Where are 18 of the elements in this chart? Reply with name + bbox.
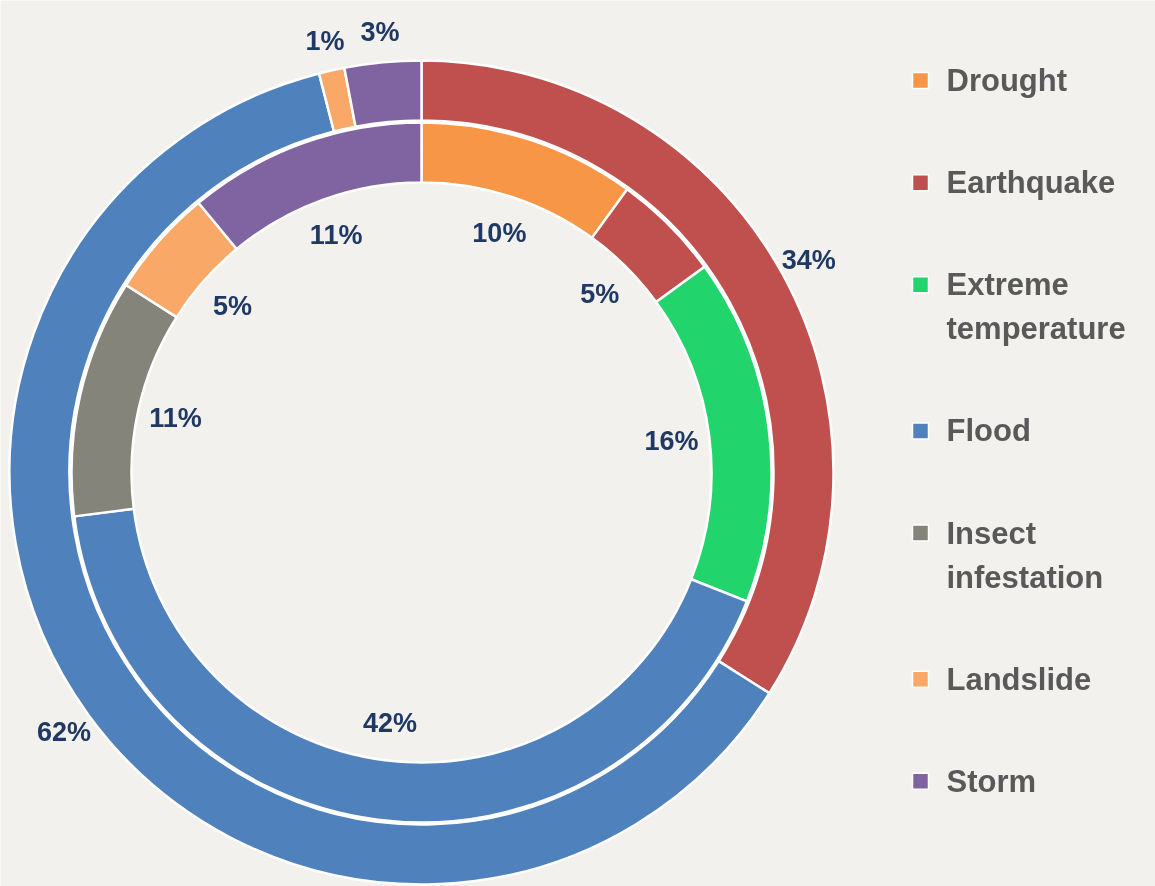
legend-label: Earthquake <box>946 165 1116 201</box>
legend-label: Flood <box>946 413 1031 449</box>
data-label: 34% <box>781 244 836 275</box>
data-label: 11% <box>309 220 363 251</box>
data-label: 11% <box>149 402 202 433</box>
legend-label: Landslide <box>946 661 1092 697</box>
data-label: 1% <box>305 26 345 57</box>
legend-label: Storm <box>946 763 1037 799</box>
data-label: 62% <box>36 717 91 748</box>
legend-label: Insect infestation <box>946 515 1104 595</box>
data-label: 5% <box>212 290 252 321</box>
legend-label: Drought <box>946 63 1068 98</box>
data-label: 3% <box>360 17 400 48</box>
data-label: 42% <box>362 707 417 738</box>
legend-label: Extreme temperature <box>946 267 1126 347</box>
data-label: 5% <box>580 279 620 310</box>
data-label: 16% <box>644 425 699 456</box>
data-label: 10% <box>472 217 527 248</box>
